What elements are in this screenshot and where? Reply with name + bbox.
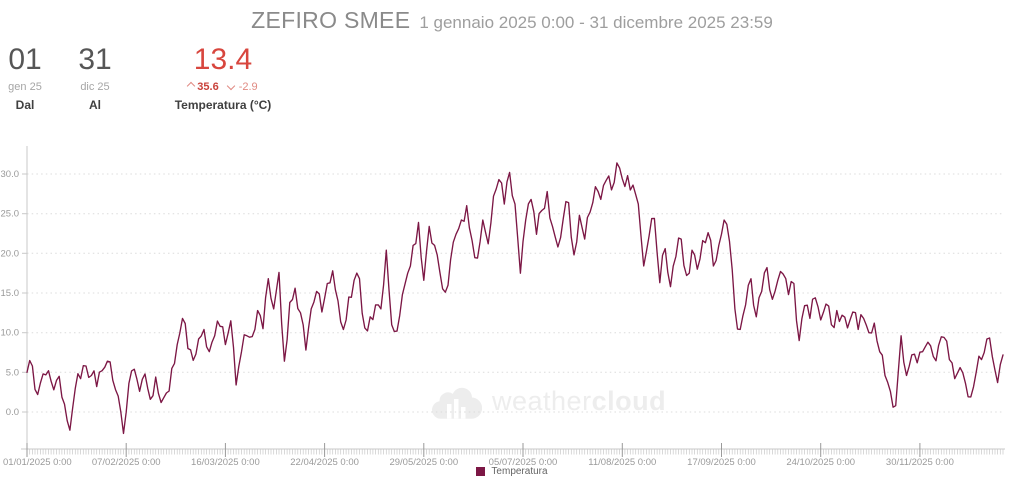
weathercloud-logo-icon (432, 387, 482, 419)
summary-stats: 01 gen 25 Dal 31 dic 25 Al 13.4 35.6 -2.9… (0, 45, 400, 115)
station-name: ZEFIRO SMEE (251, 7, 411, 33)
from-day: 01 (8, 43, 42, 76)
from-monthyear: gen 25 (8, 81, 42, 93)
temperature-minmax-row: 35.6 -2.9 (168, 82, 278, 93)
to-label: Al (89, 98, 101, 112)
y-tick-label: 25.0 (1, 209, 20, 220)
from-label: Dal (15, 98, 35, 112)
y-tick-label: 15.0 (1, 288, 20, 299)
y-tick-label: 10.0 (1, 328, 20, 339)
report-period: 1 gennaio 2025 0:00 - 31 dicembre 2025 2… (419, 13, 773, 32)
min-caret-icon (226, 81, 235, 91)
temperature-unit-label: Temperatura (°C) (174, 98, 272, 112)
stat-date-from: 01 gen 25 Dal (2, 43, 48, 112)
weathercloud-watermark: weathercloud (430, 382, 666, 420)
y-tick-label: 20.0 (1, 248, 20, 259)
temperature-max-value: 35.6 (197, 81, 219, 93)
weathercloud-wordmark: weathercloud (492, 385, 667, 416)
chart-legend[interactable]: Temperatura (0, 466, 1024, 477)
legend-label-temperatura: Temperatura (491, 466, 548, 477)
temperature-average-value: 13.4 (193, 43, 253, 76)
stat-date-to: 31 dic 25 Al (72, 43, 118, 112)
max-caret-icon (187, 81, 196, 91)
report-header: ZEFIRO SMEE 1 gennaio 2025 0:00 - 31 dic… (0, 7, 1024, 34)
y-tick-label: 30.0 (1, 169, 20, 180)
temperature-min-value: -2.9 (238, 81, 258, 93)
y-tick-label: 0.0 (6, 407, 19, 418)
y-tick-label: 5.0 (6, 367, 19, 378)
legend-swatch-temperatura (476, 467, 486, 476)
to-monthyear: dic 25 (80, 81, 110, 93)
to-day: 31 (78, 43, 112, 76)
stat-temperature: 13.4 35.6 -2.9 Temperatura (°C) (168, 43, 278, 112)
temperature-chart[interactable]: weathercloud 0.0 5.0 10.0 15.0 20.0 25.0 30.0 0… (0, 130, 1024, 468)
temperature-series-line (26, 162, 1004, 435)
